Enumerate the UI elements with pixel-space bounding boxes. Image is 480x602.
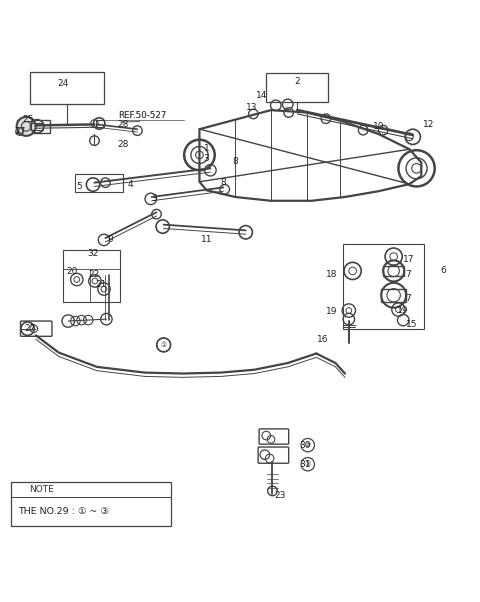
Bar xyxy=(343,244,424,329)
Text: 5: 5 xyxy=(76,182,82,191)
Text: REF.50-527: REF.50-527 xyxy=(118,111,167,120)
Text: 8: 8 xyxy=(220,178,226,187)
Text: 2: 2 xyxy=(294,77,300,86)
Circle shape xyxy=(17,117,36,136)
Text: THE NO.29 : ① ~ ③: THE NO.29 : ① ~ ③ xyxy=(19,507,109,517)
Text: 7: 7 xyxy=(406,294,411,303)
Bar xyxy=(11,482,171,526)
Text: NOTE: NOTE xyxy=(29,485,54,494)
Text: 13: 13 xyxy=(246,103,258,112)
Bar xyxy=(17,120,50,133)
Text: 31: 31 xyxy=(300,460,311,469)
Text: 11: 11 xyxy=(201,235,212,244)
Text: 18: 18 xyxy=(326,270,337,279)
Bar xyxy=(31,123,43,130)
Text: REF.50-527: REF.50-527 xyxy=(118,111,167,120)
Text: 14: 14 xyxy=(256,92,267,101)
Text: 12: 12 xyxy=(423,120,434,129)
Text: 27: 27 xyxy=(15,127,26,136)
Text: 23: 23 xyxy=(274,491,285,500)
Text: 10: 10 xyxy=(372,122,384,131)
Text: 15: 15 xyxy=(406,320,418,329)
Text: 3: 3 xyxy=(151,194,157,203)
Text: 3: 3 xyxy=(204,154,209,163)
Text: ②: ② xyxy=(305,442,311,448)
Text: 30: 30 xyxy=(300,441,311,450)
Text: 19: 19 xyxy=(396,306,408,315)
Text: 27: 27 xyxy=(24,324,36,333)
Text: 6: 6 xyxy=(440,267,446,276)
Text: 32: 32 xyxy=(87,249,99,258)
Text: 25: 25 xyxy=(22,115,33,124)
Text: 19: 19 xyxy=(326,307,337,316)
Text: 9: 9 xyxy=(108,235,113,244)
Text: 21: 21 xyxy=(95,280,107,289)
Text: 22: 22 xyxy=(88,270,99,279)
Bar xyxy=(266,73,328,102)
Text: 28: 28 xyxy=(118,140,129,149)
Text: 17: 17 xyxy=(403,255,414,264)
Text: ③: ③ xyxy=(305,461,311,467)
Bar xyxy=(30,72,104,104)
Bar xyxy=(383,265,404,276)
Text: 4: 4 xyxy=(127,179,133,188)
Text: 7: 7 xyxy=(406,270,411,279)
Text: 1: 1 xyxy=(204,144,209,153)
Text: 8: 8 xyxy=(232,157,238,166)
Bar xyxy=(75,174,123,192)
Bar xyxy=(96,120,104,127)
Bar xyxy=(63,250,120,302)
Text: 16: 16 xyxy=(317,335,328,344)
Text: 28: 28 xyxy=(118,120,129,129)
Text: 20: 20 xyxy=(66,267,78,276)
Text: ①: ① xyxy=(160,342,167,348)
Text: 24: 24 xyxy=(58,79,69,88)
Bar xyxy=(381,288,406,302)
